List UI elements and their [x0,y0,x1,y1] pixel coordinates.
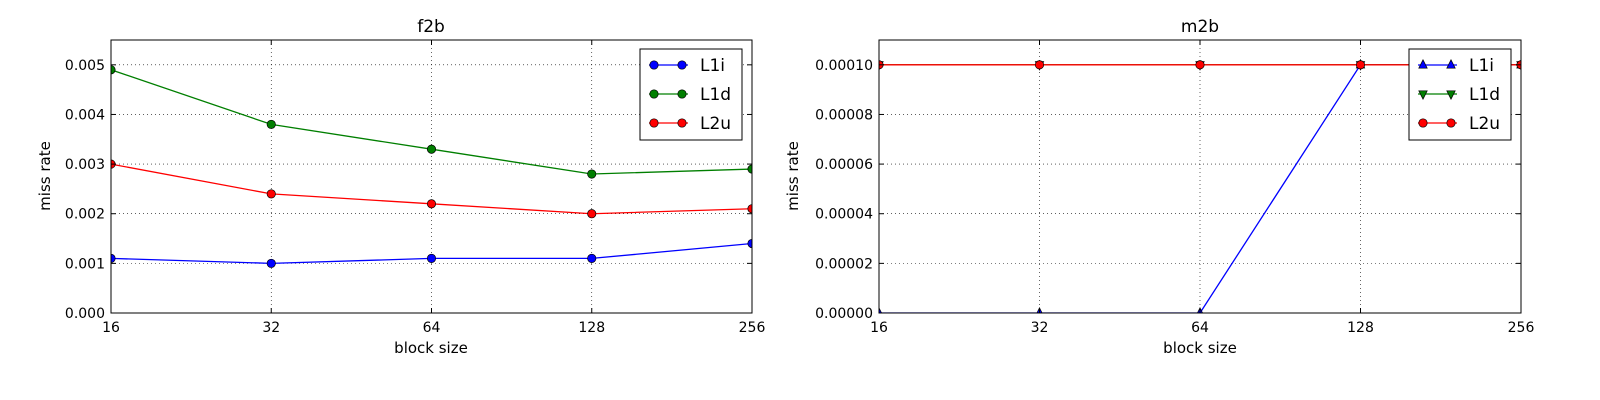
legend-label: L2u [1469,114,1500,134]
x-tick-label: 16 [870,320,888,336]
data-point [1195,60,1205,70]
y-tick-label: 0.00000 [815,306,873,322]
legend: L1i L1d L2u [1408,48,1512,141]
x-tick-label: 256 [1508,320,1535,336]
x-tick-label: 64 [423,320,441,336]
chart-title: m2b [1181,17,1219,37]
x-tick-label: 32 [1031,320,1049,336]
data-point [266,258,276,268]
legend-marker [1418,118,1428,128]
legend-label: L1i [1469,56,1494,76]
y-tick-label: 0.00002 [815,256,873,272]
data-point [587,169,597,179]
legend-marker [649,118,659,128]
y-axis-label: miss rate [36,141,54,211]
legend-marker [1446,59,1456,69]
legend-marker [649,60,659,70]
data-point [1355,60,1366,70]
chart-title: f2b [417,17,445,37]
x-tick-label: 64 [1191,320,1209,336]
legend-entry: L2u [649,114,731,134]
x-tick-label: 128 [1347,320,1374,336]
y-tick-label: 0.002 [65,207,105,223]
y-tick-label: 0.00010 [815,58,873,74]
data-point [879,307,882,313]
legend-entry: L2u [1418,114,1500,134]
data-point [426,253,437,263]
y-tick-label: 0.00006 [815,157,873,173]
legend-marker [649,89,659,99]
x-tick-label: 128 [578,320,605,336]
y-tick-label: 0.005 [65,58,105,74]
y-axis-label: miss rate [784,141,802,211]
data-point [426,144,437,154]
x-tick-label: 16 [102,320,120,336]
x-tick-label: 32 [262,320,280,336]
legend-label: L1d [700,85,731,105]
legend: L1i L1d L2u [639,48,743,141]
legend-marker [677,89,687,99]
y-tick-label: 0.00004 [815,207,873,223]
m2b-chart-panel: m2b block size miss rate 16 32 64 128 256 0.0… [784,17,1534,357]
legend-marker [1418,90,1428,100]
legend-marker [1418,59,1428,69]
y-tick-label: 0.000 [65,306,105,322]
series-group [111,65,752,268]
legend-entry: L1i [649,56,725,76]
legend-entry: L1i [1418,56,1494,76]
y-tick-label: 0.003 [65,157,105,173]
y-tick-label: 0.004 [65,107,105,123]
x-tick-label: 256 [739,320,766,336]
data-point [1034,60,1045,70]
legend-entry: L1d [1418,85,1500,105]
data-point [266,189,276,199]
f2b-chart-panel: f2b block size miss rate 16 32 64 128 256 0.0… [36,17,765,357]
legend-label: L1d [1469,85,1500,105]
legend-marker [1446,90,1456,100]
legend-marker [1446,118,1456,128]
data-point [426,199,437,209]
data-point [266,119,276,129]
x-axis-label: block size [1163,339,1237,357]
data-point [587,209,597,219]
y-tick-label: 0.00008 [815,107,873,123]
legend-marker [677,118,687,128]
legend-marker [677,60,687,70]
legend-label: L2u [700,114,731,134]
y-tick-label: 0.001 [65,256,105,272]
data-point [587,253,597,263]
legend-entry: L1d [649,85,731,105]
x-axis-label: block size [394,339,468,357]
legend-label: L1i [700,56,725,76]
